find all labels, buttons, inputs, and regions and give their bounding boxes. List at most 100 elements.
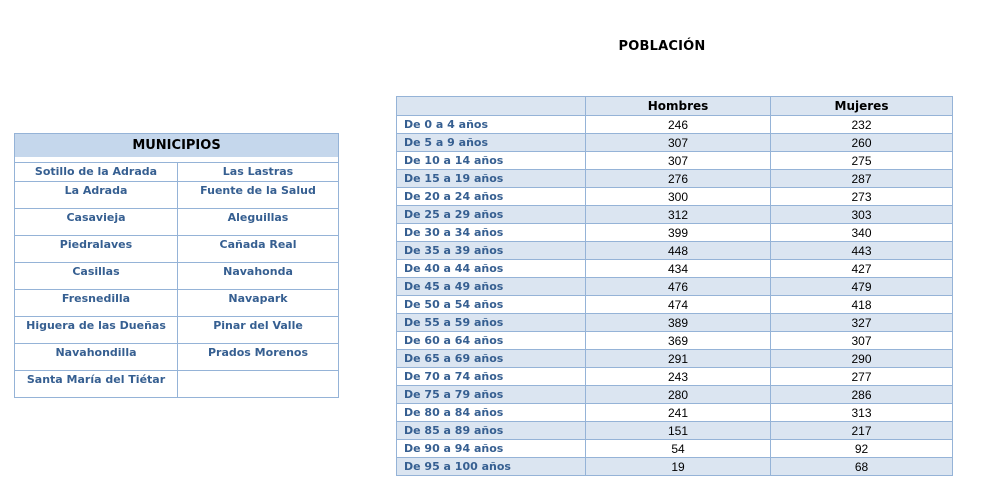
mujeres-value-cell: 92: [770, 439, 953, 458]
municipios-title: MUNICIPIOS: [15, 134, 338, 157]
poblacion-row: De 25 a 29 años 312 303: [396, 205, 953, 224]
mujeres-value-cell: 287: [770, 169, 953, 188]
mujeres-value-cell: 275: [770, 151, 953, 170]
municipios-row: Navahondilla Prados Morenos: [14, 343, 339, 371]
poblacion-row: De 75 a 79 años 280 286: [396, 385, 953, 404]
age-range-cell: De 35 a 39 años: [396, 241, 586, 260]
hombres-value-cell: 369: [585, 331, 771, 350]
poblacion-body: De 0 a 4 años 246 232 De 5 a 9 años 307 260 De…: [396, 115, 953, 476]
hombres-value-cell: 243: [585, 367, 771, 386]
municipios-row: Casavieja Aleguillas: [14, 208, 339, 236]
poblacion-row: De 80 a 84 años 241 313: [396, 403, 953, 422]
age-range-cell: De 65 a 69 años: [396, 349, 586, 368]
hombres-value-cell: 448: [585, 241, 771, 260]
municipio-name-cell: Santa María del Tiétar: [14, 370, 178, 398]
municipios-header-row: MUNICIPIOS: [14, 133, 339, 163]
age-range-cell: De 20 a 24 años: [396, 187, 586, 206]
poblacion-row: De 70 a 74 años 243 277: [396, 367, 953, 386]
age-range-cell: De 90 a 94 años: [396, 439, 586, 458]
municipio-name-cell: Casavieja: [14, 208, 178, 236]
mujeres-value-cell: 290: [770, 349, 953, 368]
municipio-name-cell: Navahondilla: [14, 343, 178, 371]
age-range-cell: De 45 a 49 años: [396, 277, 586, 296]
municipios-table: MUNICIPIOS Sotillo de la Adrada Las Lastr…: [14, 133, 339, 398]
hombres-value-cell: 280: [585, 385, 771, 404]
municipio-name-cell: Cañada Real: [177, 235, 339, 263]
age-range-cell: De 70 a 74 años: [396, 367, 586, 386]
hombres-value-cell: 241: [585, 403, 771, 422]
municipios-row: Sotillo de la Adrada Las Lastras: [14, 162, 339, 182]
municipio-name-cell: Navahonda: [177, 262, 339, 290]
age-range-cell: De 60 a 64 años: [396, 331, 586, 350]
municipios-body: Sotillo de la Adrada Las Lastras La Adrada…: [14, 162, 339, 398]
age-range-cell: De 75 a 79 años: [396, 385, 586, 404]
mujeres-value-cell: 273: [770, 187, 953, 206]
poblacion-row: De 50 a 54 años 474 418: [396, 295, 953, 314]
age-range-cell: De 25 a 29 años: [396, 205, 586, 224]
mujeres-value-cell: 286: [770, 385, 953, 404]
age-range-cell: De 50 a 54 años: [396, 295, 586, 314]
municipios-row: Piedralaves Cañada Real: [14, 235, 339, 263]
hombres-value-cell: 307: [585, 133, 771, 152]
age-column-header: [396, 96, 586, 116]
hombres-value-cell: 312: [585, 205, 771, 224]
hombres-value-cell: 276: [585, 169, 771, 188]
age-range-cell: De 5 a 9 años: [396, 133, 586, 152]
poblacion-row: De 85 a 89 años 151 217: [396, 421, 953, 440]
municipios-row: La Adrada Fuente de la Salud: [14, 181, 339, 209]
hombres-value-cell: 474: [585, 295, 771, 314]
municipio-name-cell: Aleguillas: [177, 208, 339, 236]
hombres-value-cell: 291: [585, 349, 771, 368]
poblacion-row: De 65 a 69 años 291 290: [396, 349, 953, 368]
municipios-row: Casillas Navahonda: [14, 262, 339, 290]
poblacion-row: De 40 a 44 años 434 427: [396, 259, 953, 278]
municipios-row: Fresnedilla Navapark: [14, 289, 339, 317]
hombres-value-cell: 434: [585, 259, 771, 278]
mujeres-value-cell: 260: [770, 133, 953, 152]
poblacion-row: De 15 a 19 años 276 287: [396, 169, 953, 188]
hombres-column-header: Hombres: [585, 96, 771, 116]
mujeres-value-cell: 217: [770, 421, 953, 440]
municipio-name-cell: Sotillo de la Adrada: [14, 162, 178, 182]
municipio-name-cell: La Adrada: [14, 181, 178, 209]
mujeres-value-cell: 303: [770, 205, 953, 224]
poblacion-row: De 55 a 59 años 389 327: [396, 313, 953, 332]
hombres-value-cell: 19: [585, 457, 771, 476]
mujeres-value-cell: 427: [770, 259, 953, 278]
age-range-cell: De 80 a 84 años: [396, 403, 586, 422]
hombres-value-cell: 399: [585, 223, 771, 242]
municipios-header-cell: MUNICIPIOS: [14, 133, 339, 163]
mujeres-value-cell: 68: [770, 457, 953, 476]
poblacion-header-row: Hombres Mujeres: [396, 96, 953, 116]
mujeres-column-header: Mujeres: [770, 96, 953, 116]
hombres-value-cell: 476: [585, 277, 771, 296]
mujeres-value-cell: 340: [770, 223, 953, 242]
age-range-cell: De 95 a 100 años: [396, 457, 586, 476]
mujeres-value-cell: 307: [770, 331, 953, 350]
mujeres-value-cell: 479: [770, 277, 953, 296]
hombres-value-cell: 151: [585, 421, 771, 440]
municipio-name-cell: Pinar del Valle: [177, 316, 339, 344]
municipios-row: Santa María del Tiétar: [14, 370, 339, 398]
municipio-name-cell: Piedralaves: [14, 235, 178, 263]
mujeres-value-cell: 418: [770, 295, 953, 314]
municipio-name-cell: Navapark: [177, 289, 339, 317]
poblacion-row: De 45 a 49 años 476 479: [396, 277, 953, 296]
age-range-cell: De 10 a 14 años: [396, 151, 586, 170]
mujeres-value-cell: 443: [770, 241, 953, 260]
mujeres-value-cell: 232: [770, 115, 953, 134]
mujeres-value-cell: 313: [770, 403, 953, 422]
municipio-name-cell: Prados Morenos: [177, 343, 339, 371]
age-range-cell: De 40 a 44 años: [396, 259, 586, 278]
hombres-value-cell: 246: [585, 115, 771, 134]
hombres-value-cell: 300: [585, 187, 771, 206]
hombres-value-cell: 389: [585, 313, 771, 332]
municipio-name-cell: Casillas: [14, 262, 178, 290]
poblacion-row: De 0 a 4 años 246 232: [396, 115, 953, 134]
poblacion-row: De 90 a 94 años 54 92: [396, 439, 953, 458]
poblacion-table: Hombres Mujeres De 0 a 4 años 246 232 De 5 …: [396, 96, 953, 476]
municipio-name-cell: Higuera de las Dueñas: [14, 316, 178, 344]
poblacion-row: De 5 a 9 años 307 260: [396, 133, 953, 152]
hombres-value-cell: 54: [585, 439, 771, 458]
